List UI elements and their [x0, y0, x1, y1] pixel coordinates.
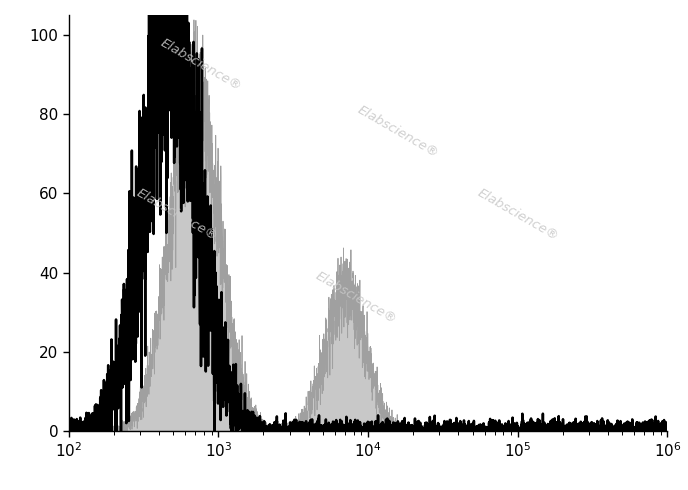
Text: Elabscience®: Elabscience®	[475, 186, 561, 243]
Text: Elabscience®: Elabscience®	[158, 36, 244, 93]
Text: Elabscience®: Elabscience®	[355, 103, 441, 160]
Text: Elabscience®: Elabscience®	[133, 186, 219, 243]
Text: Elabscience®: Elabscience®	[313, 270, 399, 326]
